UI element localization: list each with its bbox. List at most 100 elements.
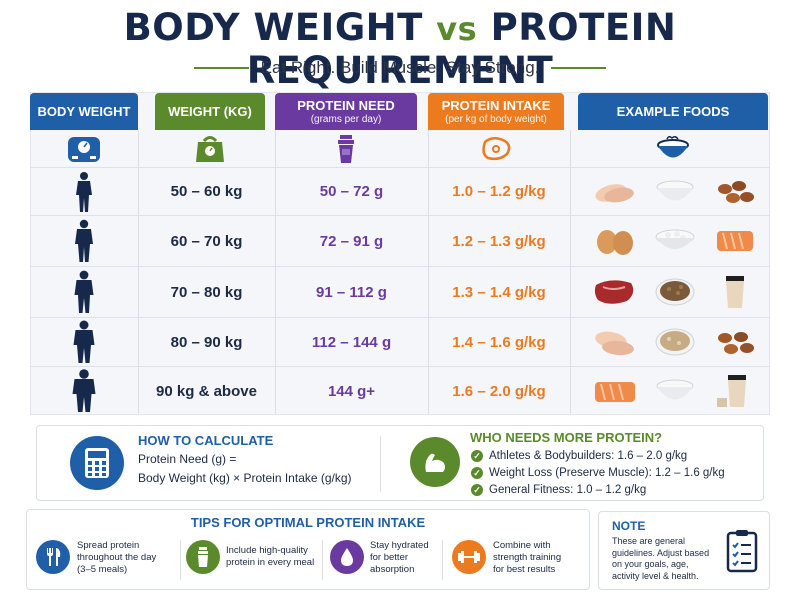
note-line: on your goals, age, <box>612 559 689 569</box>
table-cell-protein-need: 72 – 91 g <box>319 232 384 250</box>
divider-right <box>551 67 607 69</box>
person-silhouette-icon <box>30 216 138 266</box>
tip-divider <box>180 540 181 580</box>
column-header-example-foods: EXAMPLE FOODS <box>578 93 768 130</box>
shaker-icon <box>186 540 220 574</box>
tip-line: absorption <box>370 564 415 575</box>
table-cell-weight: 60 – 70 kg <box>170 232 243 250</box>
check-icon: ✓ <box>471 467 483 479</box>
column-header-title: BODY WEIGHT <box>37 104 131 119</box>
table-cell-weight: 70 – 80 kg <box>170 283 243 301</box>
eggs-icon <box>597 230 633 255</box>
example-foods-row <box>585 371 765 411</box>
column-header-title: PROTEIN INTAKE <box>441 98 551 113</box>
table-cell-protein-need: 144 g+ <box>327 382 376 400</box>
salmon-icon <box>595 382 635 402</box>
protein-shaker-icon <box>275 133 417 165</box>
table-cell-protein-intake: 1.6 – 2.0 g/kg <box>452 382 546 400</box>
column-header-protein-intake: PROTEIN INTAKE (per kg of body weight) <box>428 93 564 130</box>
tip-line: Spread protein <box>77 540 140 551</box>
subtitle-row: Eat Right. Build Muscle. Stay Strong. <box>0 58 800 78</box>
column-header-title: EXAMPLE FOODS <box>616 104 730 119</box>
example-foods-row <box>585 173 765 211</box>
table-cell-protein-intake: 1.3 – 1.4 g/kg <box>452 283 546 301</box>
water-drop-icon <box>330 540 364 574</box>
table-cell-protein-need: 112 – 144 g <box>311 333 392 351</box>
chicken-breast-icon <box>595 184 634 203</box>
calc-formula-line1: Protein Need (g) = <box>138 452 237 466</box>
who-list-text: Weight Loss (Preserve Muscle): 1.2 – 1.6… <box>489 467 725 479</box>
table-cell-weight: 50 – 60 kg <box>170 183 243 200</box>
oats-icon <box>655 328 695 356</box>
column-divider <box>275 130 276 415</box>
column-divider <box>570 130 571 415</box>
tip-line: (3–5 meals) <box>77 564 128 575</box>
tip-divider <box>322 540 323 580</box>
note-line: activity level & health. <box>612 570 699 581</box>
almonds-icon <box>718 332 754 354</box>
row-divider <box>30 215 770 216</box>
salmon-icon <box>717 231 753 251</box>
column-header-title: PROTEIN NEED <box>297 98 395 113</box>
note-line: guidelines. Adjust based <box>612 547 710 558</box>
table-cell-protein-intake: 1.4 – 1.6 g/kg <box>452 333 546 351</box>
check-icon: ✓ <box>471 450 483 462</box>
tips-panel <box>26 509 590 590</box>
column-header-title: WEIGHT (KG) <box>168 104 252 119</box>
calculation-panel <box>36 425 764 501</box>
column-header-subtitle: (grams per day) <box>310 114 382 125</box>
tip-text: Combine with strength training for best … <box>493 540 561 576</box>
divider-left <box>193 67 249 69</box>
utensils-icon <box>36 540 70 574</box>
title-part1: BODY WEIGHT <box>123 6 423 49</box>
person-silhouette-icon <box>30 267 138 317</box>
page-title: BODY WEIGHT vs PROTEIN REQUIREMENT <box>0 6 800 92</box>
check-icon: ✓ <box>471 484 483 496</box>
table-cell-protein-need: 50 – 72 g <box>319 183 384 200</box>
calc-formula-line2: Body Weight (kg) × Protein Intake (g/kg) <box>138 471 352 485</box>
title-part2: PROTEIN REQUIREMENT <box>246 6 677 92</box>
food-bowl-icon <box>578 133 768 165</box>
tip-line: Stay hydrated <box>370 540 429 551</box>
steak-meat-icon <box>594 280 634 304</box>
tip-text: Spread protein throughout the day (3–5 m… <box>77 540 156 576</box>
tip-line: Include high-quality <box>226 545 308 556</box>
who-list-item: ✓ Athletes & Bodybuilders: 1.6 – 2.0 g/k… <box>471 450 687 462</box>
who-list-text: General Fitness: 1.0 – 1.2 g/kg <box>489 484 647 496</box>
person-silhouette-icon <box>30 318 138 366</box>
note-title: NOTE <box>612 519 646 533</box>
tip-line: protein in every meal <box>226 557 315 568</box>
who-needs-title: WHO NEEDS MORE PROTEIN? <box>470 430 663 445</box>
column-divider <box>138 130 139 415</box>
scale-icon <box>30 133 138 165</box>
title-vs: vs <box>436 10 478 48</box>
table-cell-protein-need: 91 – 112 g <box>316 283 387 301</box>
column-header-body-weight: BODY WEIGHT <box>30 93 138 130</box>
yogurt-bowl-icon <box>656 379 694 400</box>
protein-shake-icon <box>726 276 744 308</box>
who-list-text: Athletes & Bodybuilders: 1.6 – 2.0 g/kg <box>489 450 688 462</box>
chicken-breast-icon <box>595 331 634 356</box>
tip-line: for best results <box>493 564 556 575</box>
row-divider <box>30 366 770 367</box>
lentils-icon <box>655 278 695 306</box>
example-foods-row <box>585 272 765 312</box>
who-list-item: ✓ General Fitness: 1.0 – 1.2 g/kg <box>471 484 646 496</box>
example-foods-row <box>585 222 765 260</box>
tip-divider <box>442 540 443 580</box>
row-divider <box>30 317 770 318</box>
yogurt-bowl-icon <box>656 180 694 201</box>
row-divider <box>30 266 770 267</box>
column-divider <box>428 130 429 415</box>
table-cell-protein-intake: 1.0 – 1.2 g/kg <box>452 183 546 200</box>
who-list-item: ✓ Weight Loss (Preserve Muscle): 1.2 – 1… <box>471 467 725 479</box>
note-text: These are general guidelines. Adjust bas… <box>612 536 722 582</box>
almonds-icon <box>718 181 754 203</box>
table-cell-weight: 80 – 90 kg <box>170 333 243 351</box>
column-header-protein-need: PROTEIN NEED (grams per day) <box>275 93 417 130</box>
tip-line: strength training <box>493 552 562 563</box>
person-silhouette-icon <box>30 168 138 215</box>
weight-scale-icon <box>155 133 265 165</box>
tip-line: throughout the day <box>77 552 157 563</box>
protein-shake-icon <box>717 375 746 407</box>
